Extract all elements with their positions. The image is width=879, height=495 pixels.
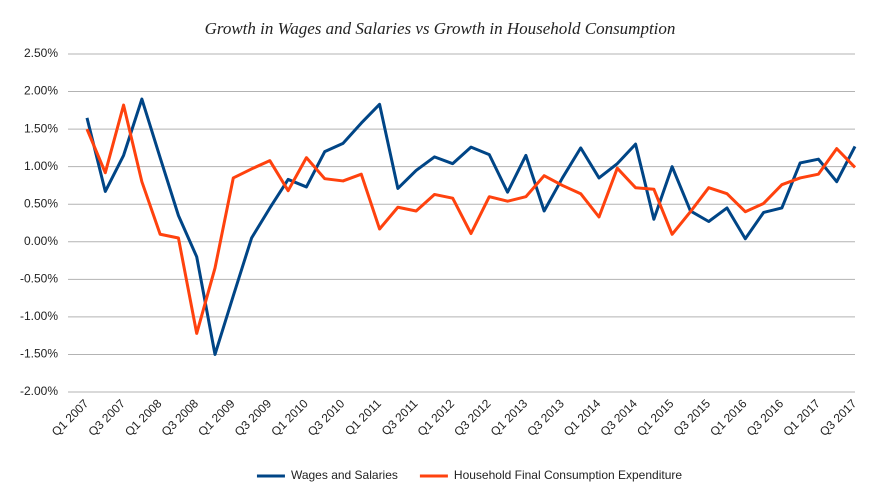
x-tick-label: Q3 2009 [232,396,275,439]
x-tick-label: Q1 2008 [122,396,165,439]
legend-label: Wages and Salaries [291,468,398,482]
x-tick-label: Q1 2014 [561,396,604,439]
x-tick-label: Q1 2016 [707,396,750,439]
x-tick-label: Q1 2011 [342,396,384,438]
y-tick-label: 1.00% [24,159,58,173]
y-tick-label: -1.50% [20,347,58,361]
series-line [85,97,857,356]
y-tick-label: -1.00% [20,309,58,323]
y-tick-label: 0.50% [24,196,58,210]
x-tick-label: Q1 2013 [488,396,531,439]
x-tick-label: Q3 2014 [597,396,640,439]
series-line [85,103,857,335]
x-tick-label: Q3 2011 [379,396,421,438]
legend-label: Household Final Consumption Expenditure [454,468,682,482]
legend: Wages and Salaries Household Final Consum… [256,468,682,482]
y-tick-label: 2.00% [24,84,58,98]
y-tick-label: 1.50% [24,121,58,135]
x-tick-label: Q3 2016 [744,396,787,439]
x-tick-label: Q1 2007 [49,396,92,439]
x-tick-label: Q3 2015 [671,396,714,439]
x-tick-label: Q3 2007 [85,396,128,439]
chart-title: Growth in Wages and Salaries vs Growth i… [205,19,676,38]
x-tick-label: Q3 2017 [817,396,860,439]
x-tick-label: Q1 2012 [415,396,458,439]
y-tick-label: -2.00% [20,384,58,398]
y-tick-label: -0.50% [20,272,58,286]
x-tick-label: Q3 2013 [524,396,567,439]
x-tick-label: Q1 2009 [195,396,238,439]
x-tick-label: Q3 2012 [451,396,494,439]
x-tick-label: Q1 2015 [634,396,677,439]
x-tick-label: Q3 2008 [159,396,202,439]
x-tick-label: Q1 2010 [268,396,311,439]
x-tick-label: Q3 2010 [305,396,348,439]
y-tick-label: 0.00% [24,234,58,248]
x-tick-label: Q1 2017 [780,396,823,439]
y-tick-label: 2.50% [24,46,58,60]
